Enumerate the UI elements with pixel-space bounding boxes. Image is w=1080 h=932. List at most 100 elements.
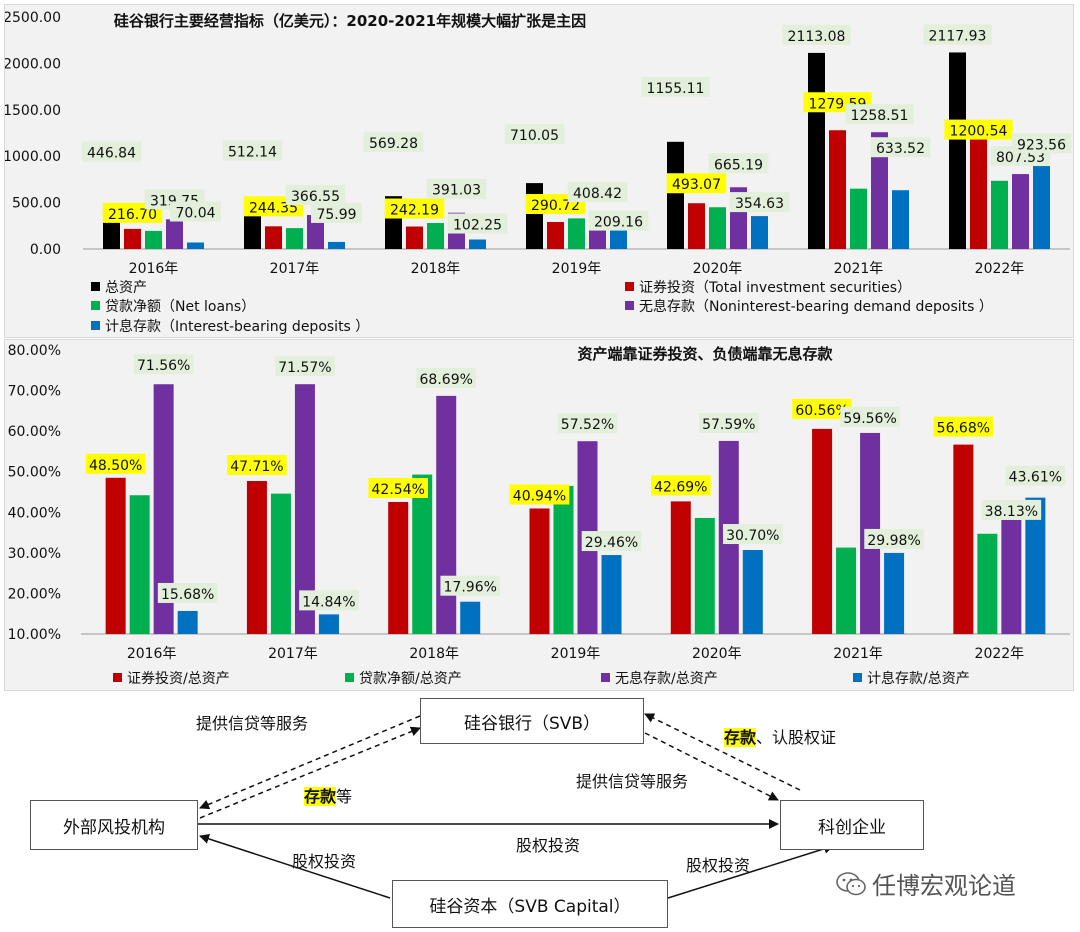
legend-label: 计息存款/总资产: [867, 670, 970, 687]
legend-label: 证券投资（Total investment securities）: [639, 280, 911, 296]
x-tick-label: 2021年: [834, 261, 884, 277]
bar: [286, 228, 303, 249]
x-tick-label: 2019年: [551, 646, 601, 662]
bar: [406, 226, 423, 249]
bar: [829, 130, 846, 249]
x-tick-label: 2020年: [692, 646, 742, 662]
bar: [553, 485, 574, 634]
legend-swatch: [853, 673, 862, 682]
data-label-bg: [722, 524, 783, 545]
data-label: 29.46%: [585, 535, 638, 551]
bar: [129, 495, 150, 634]
bar: [145, 230, 162, 249]
capital-box: 硅谷资本（SVB Capital）: [392, 880, 668, 928]
legend-label: 总资产: [105, 280, 147, 296]
bar: [694, 517, 715, 634]
data-label: 493.07: [672, 177, 721, 193]
data-label: 47.71%: [230, 459, 283, 475]
bar: [427, 223, 444, 249]
data-label-bg: [1011, 133, 1072, 154]
legend-swatch: [625, 282, 634, 291]
vc-label: 外部风投机构: [63, 817, 165, 838]
legend-swatch: [345, 673, 354, 682]
data-label-bg: [729, 192, 790, 213]
y-tick-label: 2000.00: [5, 56, 61, 72]
legend-label: 无息存款（Noninterest-bearing demand deposits…: [639, 298, 993, 315]
label-equity-right: 股权投资: [686, 856, 751, 875]
data-label: 1155.11: [647, 81, 705, 97]
data-label: 14.84%: [302, 594, 355, 610]
data-label-bg: [275, 356, 335, 377]
data-label: 216.70: [108, 207, 157, 223]
data-label-bg: [782, 24, 851, 45]
data-label: 57.59%: [702, 417, 755, 433]
data-label: 391.03: [432, 183, 481, 199]
data-label-bg: [509, 484, 570, 505]
data-label: 569.28: [369, 136, 418, 152]
data-label-bg: [1005, 465, 1066, 486]
label-credit-right: 提供信贷等服务: [576, 772, 689, 791]
x-tick-label: 2021年: [833, 646, 883, 662]
data-label-bg: [363, 132, 424, 153]
data-label-bg: [416, 367, 477, 388]
data-label: 75.99: [316, 207, 356, 223]
data-label: 1200.54: [950, 124, 1008, 140]
label-deposit-right-rest: 、认股权证: [756, 728, 837, 747]
bar: [670, 501, 691, 634]
y-tick-label: 2500.00: [5, 10, 61, 26]
bar: [850, 188, 867, 249]
data-label: 366.55: [291, 189, 340, 205]
data-label: 71.56%: [137, 358, 190, 374]
data-label-bg: [170, 201, 221, 222]
bar: [884, 552, 905, 634]
data-label: 923.56: [1017, 137, 1066, 153]
vc-box: 外部风投机构: [30, 800, 198, 850]
data-label-bg: [299, 590, 359, 611]
legend-swatch: [625, 301, 634, 310]
bar: [124, 228, 141, 249]
y-tick-label: 10.00%: [8, 627, 61, 643]
y-tick-label: 20.00%: [8, 586, 61, 602]
data-label: 60.56%: [795, 403, 848, 419]
data-label-bg: [923, 24, 992, 45]
data-label: 30.70%: [726, 528, 779, 544]
bar: [601, 555, 622, 634]
x-tick-label: 2022年: [975, 261, 1025, 277]
data-label: 59.56%: [843, 411, 896, 427]
bar: [751, 216, 768, 249]
bar: [547, 222, 564, 249]
data-label: 57.52%: [561, 417, 614, 433]
bar: [412, 474, 433, 634]
y-tick-label: 500.00: [12, 196, 61, 212]
bar: [270, 493, 291, 634]
bar: [568, 218, 585, 249]
x-tick-label: 2018年: [411, 261, 461, 277]
data-label-bg: [650, 475, 711, 496]
legend-label: 计息存款（Interest-bearing deposits ）: [105, 318, 369, 335]
bar: [105, 477, 126, 634]
data-label-bg: [133, 354, 194, 375]
y-tick-label: 60.00%: [8, 424, 61, 440]
data-label: 17.96%: [444, 580, 497, 596]
bar: [318, 614, 339, 634]
arrow-svb-to-vc: [199, 715, 421, 810]
y-tick-label: 50.00%: [8, 465, 61, 481]
x-tick-label: 2016年: [127, 646, 177, 662]
arrow-capital-to-tech: [667, 843, 834, 899]
bar: [836, 547, 857, 634]
data-label-bg: [227, 455, 287, 476]
label-deposit-left-rest: 等: [336, 787, 353, 806]
data-label: 42.69%: [654, 479, 707, 495]
data-label-bg: [384, 198, 445, 219]
label-deposit-right-highlight: 存款: [724, 728, 757, 747]
wechat-icon: [836, 871, 866, 895]
data-label-bg: [641, 76, 710, 97]
data-label-bg: [845, 104, 914, 125]
x-tick-label: 2017年: [268, 646, 318, 662]
data-label-bg: [870, 137, 931, 158]
bar: [991, 180, 1008, 249]
data-label: 665.19: [714, 157, 763, 173]
data-label-bg: [311, 202, 362, 223]
bar: [246, 481, 267, 634]
data-label-bg: [285, 184, 346, 205]
